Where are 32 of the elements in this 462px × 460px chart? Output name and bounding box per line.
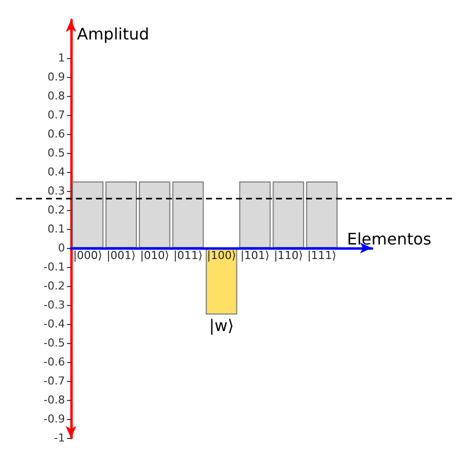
annotation: |w⟩ [209, 316, 234, 335]
x-tick-label: |101⟩ [240, 249, 270, 262]
y-tick-label: 0 [58, 242, 65, 254]
x-tick-label: |010⟩ [140, 249, 170, 262]
y-tick-label: 0.1 [48, 222, 65, 236]
y-tick-label: 0.7 [48, 108, 65, 122]
x-tick-label: |000⟩ [73, 249, 102, 262]
y-tick-label: -0.9 [44, 412, 65, 426]
y-axis-title: Amplitud [77, 24, 150, 44]
y-tick-label: -0.7 [44, 374, 65, 388]
y-tick-label: 0.8 [48, 90, 65, 102]
x-tick-label: |011⟩ [174, 249, 203, 262]
y-tick-label: -0.4 [44, 318, 65, 330]
y-tick-label: -0.6 [44, 356, 65, 368]
y-tick-label: 0.2 [48, 204, 65, 216]
y-tick-label: -0.8 [44, 394, 65, 406]
y-tick-label: 0.9 [48, 70, 65, 84]
y-tick-label: 0.5 [48, 146, 65, 160]
y-tick-label: -0.2 [44, 280, 65, 292]
y-tick-label: 1 [58, 52, 65, 64]
x-tick-label: |001⟩ [106, 249, 136, 262]
x-tick-label: |111⟩ [307, 249, 336, 262]
y-tick-label: 0.6 [48, 128, 65, 140]
y-tick-label: 0.3 [48, 184, 65, 198]
y-tick-label: -0.3 [44, 298, 65, 312]
x-tick-label: |110⟩ [274, 249, 303, 262]
x-tick-label: |100⟩ [207, 249, 236, 262]
y-tick-label: 0.4 [48, 166, 65, 178]
x-axis-title: Elementos [347, 230, 432, 248]
y-tick-label: -1 [54, 432, 65, 444]
y-tick-label: -0.1 [44, 260, 65, 274]
y-tick-label: -0.5 [44, 336, 65, 350]
